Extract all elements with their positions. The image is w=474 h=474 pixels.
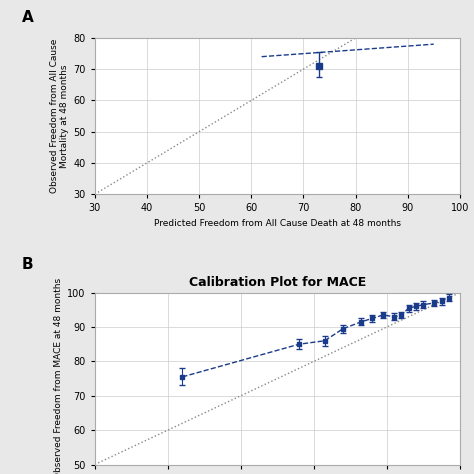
Text: A: A — [22, 10, 34, 26]
Y-axis label: Observed Freedom from MACE at 48 months: Observed Freedom from MACE at 48 months — [54, 278, 63, 474]
X-axis label: Predicted Freedom from All Cause Death at 48 months: Predicted Freedom from All Cause Death a… — [154, 219, 401, 228]
Title: Calibration Plot for MACE: Calibration Plot for MACE — [189, 276, 366, 289]
Y-axis label: Observed Freedom from All Cause
Mortality at 48 months: Observed Freedom from All Cause Mortalit… — [50, 39, 69, 193]
Text: B: B — [22, 257, 34, 272]
